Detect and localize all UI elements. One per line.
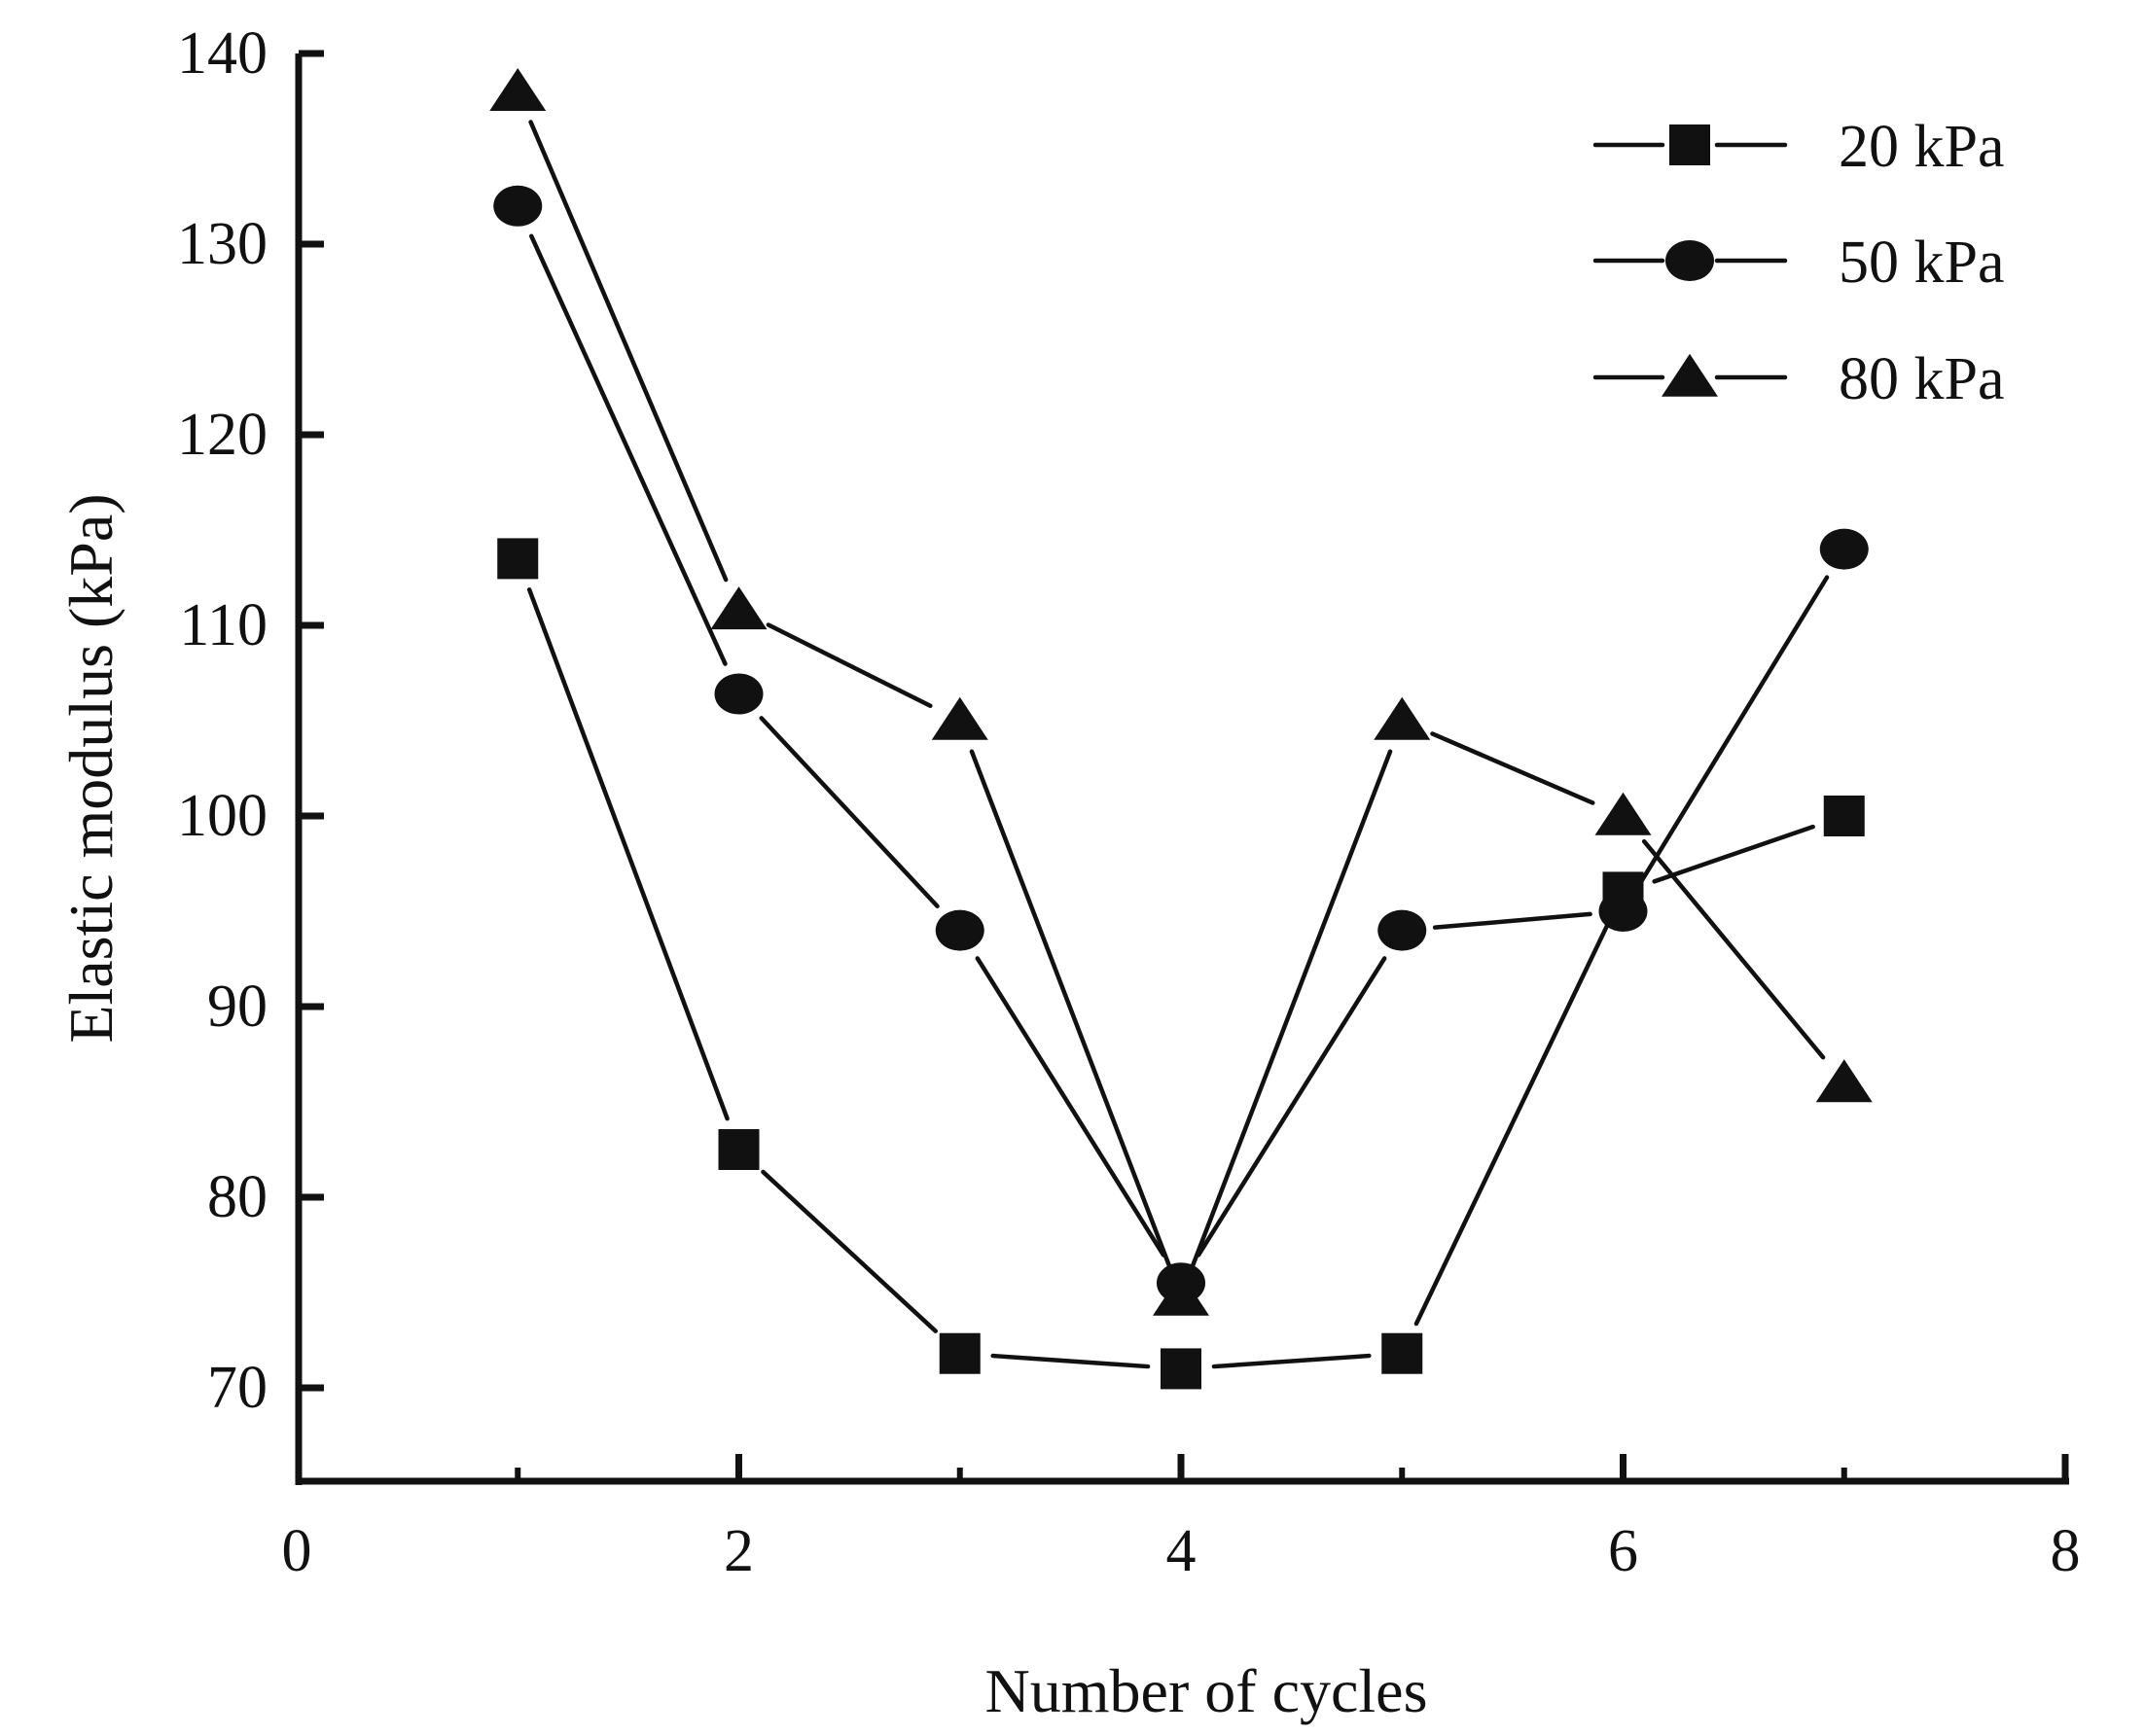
data-point-triangle <box>1815 1059 1873 1103</box>
legend-item: 50 kPa <box>1592 230 2005 296</box>
series-circle <box>493 185 1869 1304</box>
data-point-square <box>718 1129 760 1170</box>
series-segment <box>1432 911 1592 930</box>
data-point-circle <box>493 185 543 227</box>
data-point-square <box>1823 796 1865 836</box>
series-segment <box>529 233 728 666</box>
series-segment <box>1637 575 1830 886</box>
series-segment <box>1652 824 1815 884</box>
x-axis-title: Number of cycles <box>985 1656 1428 1725</box>
series-segment <box>975 956 1166 1258</box>
y-tick-label: 120 <box>177 402 268 468</box>
y-tick-label: 80 <box>207 1164 268 1230</box>
series-triangle <box>489 68 1873 1316</box>
data-point-triangle <box>1153 1272 1209 1316</box>
legend-item: 80 kPa <box>1592 346 2005 412</box>
data-point-triangle <box>1374 696 1431 740</box>
data-point-square <box>1161 1348 1201 1390</box>
series-segment <box>990 1353 1151 1369</box>
y-tick-label: 140 <box>177 20 268 87</box>
series-segment <box>766 622 933 709</box>
series-segment <box>1641 838 1826 1060</box>
series-segment <box>1430 731 1595 805</box>
y-tick-label: 130 <box>177 211 268 277</box>
data-point-circle <box>1377 909 1427 951</box>
series-segment <box>1413 919 1612 1327</box>
data-point-circle <box>1598 891 1648 932</box>
data-point-triangle <box>710 586 768 630</box>
y-tick-label: 70 <box>207 1355 268 1421</box>
series-square <box>497 538 1865 1390</box>
y-tick-label: 110 <box>179 592 268 658</box>
legend-label: 80 kPa <box>1839 346 2005 412</box>
series-segment <box>1190 749 1393 1268</box>
legend-marker-triangle <box>1662 353 1718 397</box>
y-axis-title: Elastic modulus (kPa) <box>56 493 125 1043</box>
series-segment <box>761 1169 939 1333</box>
series-segment <box>526 586 730 1121</box>
legend-marker-square <box>1669 124 1710 165</box>
x-tick-label: 4 <box>1166 1518 1197 1584</box>
data-point-circle <box>1819 528 1869 570</box>
data-point-square <box>1381 1332 1423 1374</box>
x-tick-label: 0 <box>282 1518 312 1584</box>
legend-label: 50 kPa <box>1839 230 2005 296</box>
y-tick-label: 100 <box>177 783 268 849</box>
legend-label: 20 kPa <box>1839 114 2005 180</box>
axes: 70 80 90 100 110 120 130 140 0 2 4 6 8 <box>177 20 2081 1584</box>
legend-item: 20 kPa <box>1592 114 2005 180</box>
x-tick-label: 6 <box>1608 1518 1638 1584</box>
series-layer <box>489 68 1873 1390</box>
y-tick-label: 90 <box>207 974 268 1040</box>
series-segment <box>528 120 729 583</box>
data-point-square <box>939 1332 981 1374</box>
data-point-circle <box>714 673 764 715</box>
data-point-triangle <box>931 696 988 740</box>
series-segment <box>1211 1353 1372 1369</box>
legend-marker-circle <box>1665 240 1714 281</box>
series-segment <box>1196 956 1387 1258</box>
x-tick-label: 8 <box>2051 1518 2081 1584</box>
series-segment <box>969 749 1172 1268</box>
data-point-triangle <box>489 68 547 111</box>
legend: 20 kPa 50 kPa 80 kPa <box>1592 114 2005 412</box>
series-segment <box>759 716 940 909</box>
data-point-square <box>497 538 539 580</box>
data-point-triangle <box>1594 792 1652 835</box>
data-point-circle <box>935 909 984 951</box>
x-tick-label: 2 <box>724 1518 754 1584</box>
